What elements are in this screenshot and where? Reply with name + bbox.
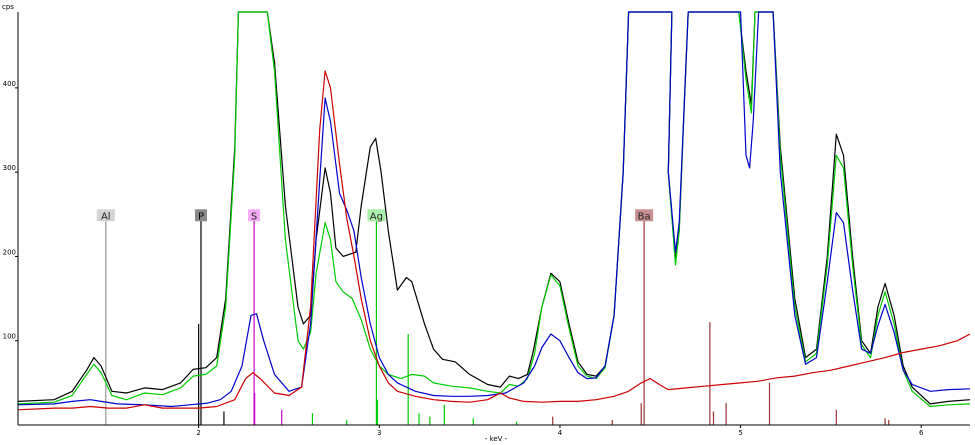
element-markers: Al P S Ag Ba bbox=[96, 209, 654, 425]
spectrum-series bbox=[17, 11, 971, 411]
x-tick-label-4: 4 bbox=[558, 429, 563, 437]
marker-badge-s bbox=[248, 209, 261, 222]
marker-badge-ag bbox=[367, 209, 386, 222]
axes bbox=[17, 12, 970, 426]
x-tick-label-5: 5 bbox=[738, 429, 742, 437]
x-tick-label-3: 3 bbox=[377, 429, 381, 437]
marker-badge-al bbox=[96, 209, 115, 222]
x-tick-label-6: 6 bbox=[919, 429, 924, 437]
series-line-2 bbox=[17, 11, 971, 408]
marker-badge-p bbox=[194, 209, 207, 222]
marker-label-s: S bbox=[251, 211, 257, 222]
y-tick-label-200: 200 bbox=[3, 248, 16, 256]
marker-label-al: Al bbox=[101, 211, 111, 222]
y-tick-label-100: 100 bbox=[3, 333, 16, 341]
y-tick-label-300: 300 bbox=[3, 164, 16, 172]
marker-label-ag: Ag bbox=[370, 211, 383, 222]
series-line-3 bbox=[17, 70, 971, 411]
y-tick-label-400: 400 bbox=[3, 80, 16, 88]
axis-ticks: 2 3 4 5 6 100 200 300 400 bbox=[3, 80, 924, 437]
marker-badge-ba bbox=[635, 209, 654, 222]
y-axis-label: cps bbox=[2, 3, 14, 11]
x-tick-label-2: 2 bbox=[196, 429, 200, 437]
marker-label-ba: Ba bbox=[638, 211, 651, 222]
x-axis-label: - keV - bbox=[485, 435, 508, 443]
marker-label-p: P bbox=[198, 211, 204, 222]
element-stick-lines bbox=[198, 322, 890, 425]
